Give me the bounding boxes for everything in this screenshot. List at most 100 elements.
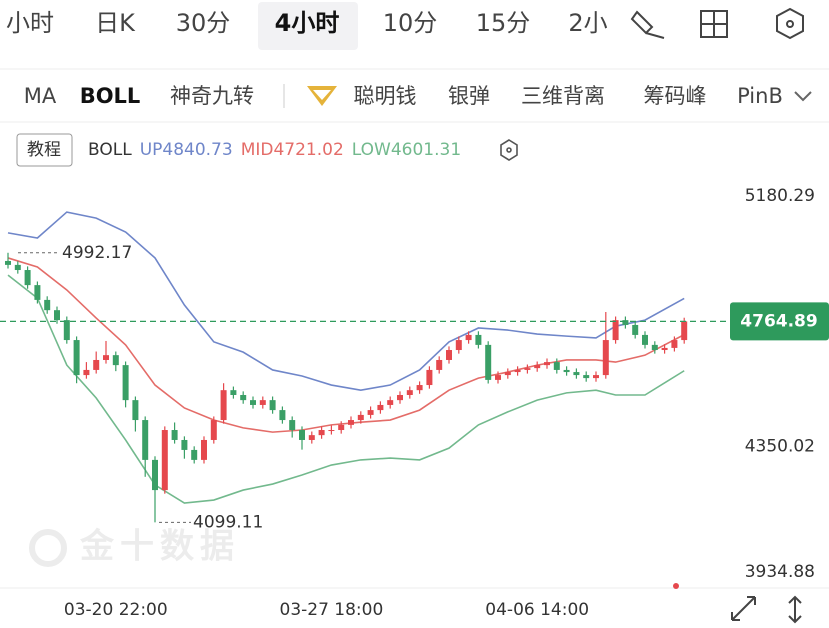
candle-body: [495, 375, 501, 380]
event-dot: [673, 583, 679, 589]
boll-line: [7, 257, 685, 433]
indicator-tab[interactable]: MA: [24, 84, 57, 108]
settings-icon[interactable]: [776, 7, 804, 40]
legend-value: 4721.02: [273, 140, 343, 160]
candle-body: [299, 430, 305, 440]
expand-icon[interactable]: [731, 596, 756, 621]
timeframe-tab[interactable]: 日K: [95, 9, 136, 37]
candle-body: [103, 355, 109, 360]
candle-body: [593, 375, 599, 379]
candle-body: [436, 359, 443, 370]
candle-body: [632, 324, 639, 335]
tutorial-button[interactable]: [16, 133, 73, 167]
candle-body: [485, 344, 492, 380]
candle-body: [602, 340, 609, 376]
candle-body: [328, 430, 335, 432]
candle-body: [201, 439, 207, 460]
boll-line: [7, 211, 685, 391]
candle-body: [269, 400, 276, 411]
candle-body: [671, 340, 678, 348]
candle-body: [14, 264, 21, 271]
candle-body: [348, 420, 354, 425]
candle-body: [681, 321, 688, 341]
candle-body: [152, 459, 158, 491]
candle-body: [24, 270, 31, 286]
timeframe-tab[interactable]: 4小时: [275, 9, 340, 37]
indicator-tab[interactable]: 聪明钱: [354, 84, 417, 108]
indicator-tab[interactable]: 筹码峰: [644, 84, 707, 108]
candle-body: [191, 449, 198, 460]
min-label: 4099.11: [193, 512, 263, 532]
watermark: 金十数据: [79, 527, 240, 567]
candle-body: [54, 310, 60, 321]
candle-body: [93, 359, 100, 370]
more-arrow[interactable]: [794, 91, 812, 102]
price-tag: [730, 302, 829, 341]
candle-body: [367, 410, 374, 415]
smart-money-icon: [307, 86, 337, 106]
layout-icon[interactable]: [700, 10, 728, 38]
candle-body: [651, 344, 658, 351]
candle-body: [406, 390, 413, 395]
active-tab-bg: [258, 2, 358, 50]
timeframe-tab[interactable]: 15分: [476, 9, 531, 37]
candle-body: [161, 430, 168, 491]
candle-body: [416, 385, 423, 391]
timeframe-tab[interactable]: 10分: [383, 9, 438, 37]
candle-body: [44, 299, 51, 311]
candle-body: [83, 369, 90, 376]
candle-body: [5, 260, 11, 265]
candle-body: [112, 355, 119, 366]
candle-body: [465, 334, 472, 341]
candle-body: [661, 347, 668, 351]
candle-body: [63, 320, 70, 341]
candle-body: [308, 435, 315, 440]
candle-body: [279, 410, 286, 421]
candle-body: [73, 340, 80, 376]
legend-name: UP: [140, 140, 163, 160]
timeframe-tab[interactable]: 30分: [176, 9, 231, 37]
candle-body: [132, 400, 139, 421]
candle-body: [259, 400, 266, 405]
candle-body: [622, 320, 629, 325]
scale-icon[interactable]: [788, 595, 802, 624]
price-tag-label: 4764.89: [740, 311, 817, 331]
candle-body: [534, 365, 541, 369]
candle-body: [142, 420, 149, 460]
timeframe-tab[interactable]: 小时: [6, 9, 54, 37]
candle-body: [553, 362, 560, 370]
candle-body: [122, 365, 129, 401]
legend-value: 4601.31: [391, 140, 461, 160]
legend-settings[interactable]: [500, 139, 518, 161]
candle-body: [446, 350, 452, 360]
y-tick-label: 4350.02: [745, 437, 815, 457]
max-label: 4992.17: [62, 243, 132, 263]
x-tick-label: 03-27 18:00: [280, 600, 384, 620]
indicator-tab[interactable]: 三维背离: [521, 84, 605, 108]
indicator-tab[interactable]: PinB: [737, 84, 783, 108]
candle-body: [34, 285, 41, 300]
candle-body: [455, 340, 462, 351]
indicator-tab[interactable]: 神奇九转: [170, 84, 254, 108]
timeframe-tab[interactable]: 2小: [568, 9, 607, 37]
x-tick-label: 03-20 22:00: [64, 600, 168, 620]
candle-body: [563, 369, 570, 373]
indicator-tab[interactable]: BOLL: [80, 84, 141, 108]
candle-body: [357, 414, 364, 421]
watermark-logo: [29, 529, 67, 567]
candle-body: [475, 334, 482, 345]
candle-body: [514, 369, 521, 373]
x-tick-label: 04-06 14:00: [485, 600, 589, 620]
candle-body: [397, 394, 403, 401]
candle-body: [612, 320, 619, 341]
candle-body: [377, 404, 384, 411]
candle-body: [230, 390, 237, 395]
candle-body: [240, 394, 247, 401]
indicator-tab[interactable]: 银弹: [448, 84, 490, 108]
legend-indicator: BOLL: [88, 140, 132, 160]
candle-body: [250, 400, 256, 405]
draw-icon[interactable]: [630, 10, 665, 39]
candle-body: [289, 420, 296, 431]
